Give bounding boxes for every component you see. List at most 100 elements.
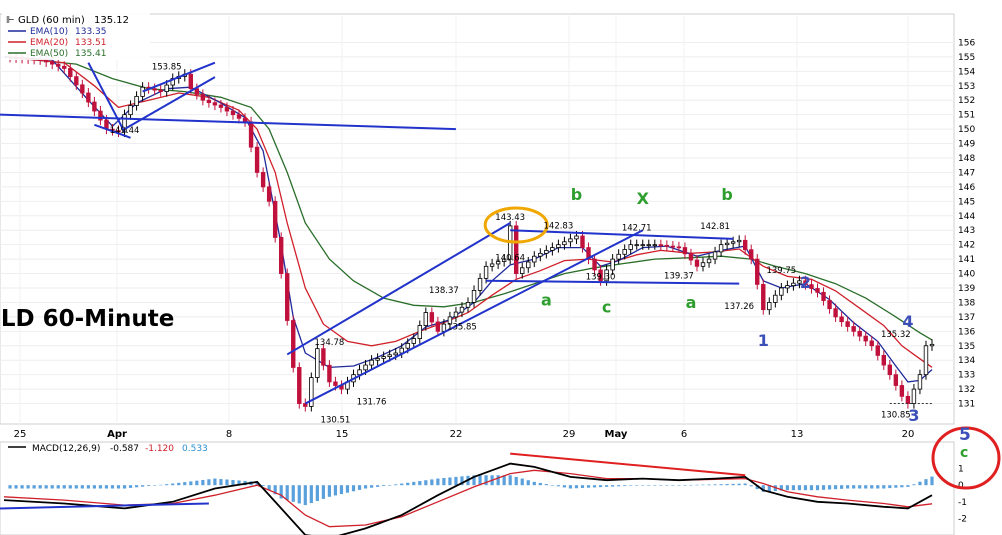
wave-label: 1 [758,331,769,350]
macd-histogram-bar [128,485,133,488]
price-point-label: 137.26 [724,302,754,312]
macd-histogram-bar [803,485,808,491]
candle-body [574,235,579,240]
support-line-long [0,113,456,131]
x-tick-label: 29 [563,429,576,440]
candle-body [315,348,320,378]
candle-body [682,247,688,255]
candle-body [562,241,567,246]
candle-body [206,99,212,104]
candle-body [411,338,416,344]
price-point-label: 142.71 [622,223,652,233]
macd-histogram-bar [165,484,169,486]
candle-body [266,186,272,202]
macd-histogram-bar [255,481,259,486]
macd-histogram-bar [761,485,765,492]
macd-histogram-bar [749,485,753,487]
macd-signal-line [3,469,933,528]
macd-histogram-bar [858,485,862,489]
range-top-line [510,229,734,240]
y-tick-label: 141 [958,255,975,265]
price-point-label: 140.64 [495,253,525,263]
macd-histogram-bar [767,485,771,492]
macd-histogram-bar [56,485,60,489]
macd-histogram-bar [888,485,892,489]
macd-histogram-bar [98,485,103,489]
candle-body [532,255,537,263]
wave-label: 2 [800,273,811,292]
macd-histogram-bar [8,485,12,489]
candle-body [363,364,368,371]
price-candles [7,51,935,412]
candle-body [917,374,923,390]
candle-body [809,284,814,289]
macd-histogram-bar [291,485,295,502]
macd-histogram-bar [424,480,428,486]
price-point-label: 138.37 [429,286,459,296]
candle-body [212,102,218,106]
candle-body [297,367,302,404]
macd-histogram-bar [376,485,380,487]
macd-histogram-bar [357,485,362,490]
macd-histogram-bar [526,480,530,486]
candle-body [712,251,718,260]
y-tick-label: 132 [958,385,975,395]
candle-body [393,352,398,356]
candle-body [556,244,561,248]
macd-histogram-bar [448,477,452,486]
candle-body [80,84,85,94]
y-tick-label: 142 [958,241,975,251]
macd-histogram-bar [261,485,265,487]
price-grid [0,14,954,424]
wave-label: a [686,293,697,312]
macd-histogram-bar [647,485,651,486]
macd-histogram-bar [110,485,115,489]
price-point-label: 142.81 [700,222,730,232]
candle-body [791,282,796,286]
macd-histogram-bar [785,485,789,491]
macd-histogram-bar [207,479,211,486]
macd-histogram-bar [617,485,621,487]
candle-body [694,259,700,267]
candle-body [405,342,410,349]
candle-body [501,258,507,262]
candle-body [116,130,121,133]
macd-histogram-bar [580,485,585,488]
macd-histogram-bar [604,485,609,487]
macd-histogram-bar [430,479,434,486]
candle-body [923,345,929,376]
y-tick-label: 144 [958,212,975,222]
x-tick-label: 25 [14,429,27,440]
macd-histogram-bar [852,485,856,489]
macd-panel-frame [0,441,955,535]
candle-body [254,146,260,173]
side-title: GLD 60-Minute [0,306,174,332]
macd-histogram-bar [502,475,506,486]
y-tick-label: 131 [958,400,975,410]
macd-histogram-bar [719,484,723,486]
symbol-label: GLD (60 min) [18,15,85,26]
macd-histogram-bar [586,485,591,488]
price-point-label: 143.43 [495,213,525,223]
macd-histogram-bar [279,485,283,499]
price-point-label: 130.85 [881,411,911,421]
candle-body [381,356,386,359]
macd-histogram-bar [514,476,518,486]
macd-histogram-bar [623,485,627,487]
price-point-label: 134.78 [315,338,345,348]
macd-histogram-bar [86,485,90,489]
price-point-label: 153.85 [152,63,182,73]
candle-body [50,61,55,65]
macd-histogram-bar [568,485,573,489]
macd-histogram-bar [894,485,898,488]
macd-value: -0.587 [110,444,139,454]
wave-label: X [637,189,650,208]
candle-body [827,300,832,310]
y-tick-label: 134 [958,356,975,366]
macd-histogram-bar [231,479,235,486]
candle-body [905,395,911,404]
macd-histogram-bar [689,484,693,486]
candle-body [429,312,435,323]
candle-body [658,244,664,247]
candle-body [887,364,893,376]
